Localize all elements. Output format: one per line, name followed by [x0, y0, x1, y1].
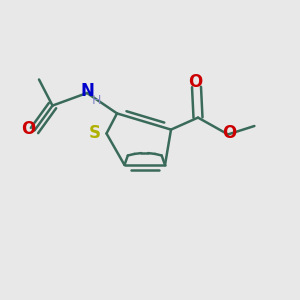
- Text: H: H: [91, 94, 101, 107]
- Text: O: O: [222, 124, 237, 142]
- Text: O: O: [21, 120, 35, 138]
- Text: O: O: [188, 73, 202, 91]
- Text: N: N: [80, 82, 94, 100]
- Text: S: S: [89, 124, 101, 142]
